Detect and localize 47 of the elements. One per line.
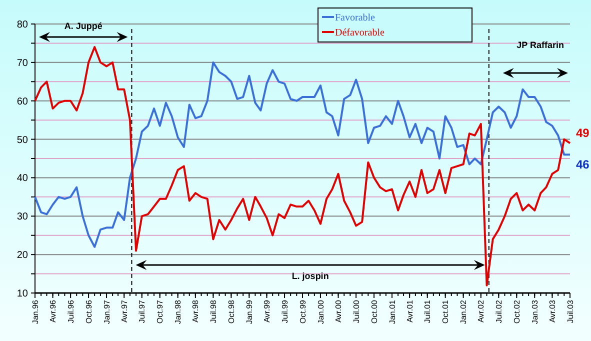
x-tick-label: Oct.97 — [156, 299, 165, 324]
x-tick-label: Juil.00 — [352, 299, 361, 324]
annotation: JP Raffarin — [516, 40, 564, 50]
y-tick-label: 20 — [16, 250, 28, 262]
x-tick-label: Jan.97 — [102, 299, 112, 324]
x-tick-label: Oct.99 — [298, 299, 308, 324]
y-tick-label: 30 — [16, 212, 28, 223]
x-tick-label: Avr.99 — [262, 299, 272, 323]
x-tick-label: Avr.01 — [405, 299, 414, 323]
x-tick-label: Jan.03 — [530, 299, 540, 324]
y-tick-label: 50 — [16, 134, 28, 146]
x-tick-label: Avr.00 — [334, 299, 344, 323]
x-tick-label: Oct.98 — [226, 299, 236, 324]
legend-label: Favorable — [335, 12, 376, 24]
legend-label: Défavorable — [335, 28, 385, 38]
x-tick-label: Avr.02 — [476, 299, 486, 323]
x-tick-label: Jan.01 — [388, 299, 397, 324]
x-tick-label: Oct.01 — [441, 299, 450, 324]
x-tick-label: Avr.96 — [48, 299, 58, 323]
line-series — [34, 61, 571, 248]
y-tick-label: 10 — [16, 288, 28, 300]
x-tick-label: Avr.98 — [191, 299, 200, 323]
x-tick-label: Juil.03 — [566, 299, 575, 324]
y-tick-label: 80 — [16, 20, 28, 30]
x-tick-label: Juil.98 — [209, 299, 218, 324]
x-tick-label: Juil.96 — [66, 299, 76, 324]
x-tick-label: Juil.02 — [494, 299, 504, 324]
x-tick-label: Juil.99 — [280, 299, 290, 324]
y-tick-label: 60 — [16, 96, 28, 108]
x-tick-label: Oct.96 — [84, 299, 94, 324]
x-tick-label: Oct.02 — [512, 299, 522, 324]
annotation: L. jospin — [292, 271, 329, 281]
x-tick-label: Avr.03 — [548, 299, 558, 323]
x-tick-label: Jan.96 — [30, 299, 40, 324]
y-tick-label: 70 — [16, 58, 28, 69]
x-tick-label: Jan.00 — [316, 299, 326, 324]
x-tick-label: Juil.01 — [423, 299, 432, 324]
data-label: 46 — [576, 158, 590, 172]
x-tick-label: Jan.98 — [174, 299, 183, 324]
annotation: A. Juppé — [64, 21, 102, 31]
data-label: 49 — [576, 126, 590, 140]
x-tick-label: Jan.99 — [244, 299, 254, 324]
x-tick-label: Oct.00 — [370, 299, 379, 324]
y-tick-label: 40 — [16, 173, 28, 184]
x-tick-label: Avr.97 — [120, 299, 129, 323]
x-tick-label: Juil.97 — [138, 299, 147, 324]
x-tick-label: Jan.02 — [459, 299, 468, 324]
